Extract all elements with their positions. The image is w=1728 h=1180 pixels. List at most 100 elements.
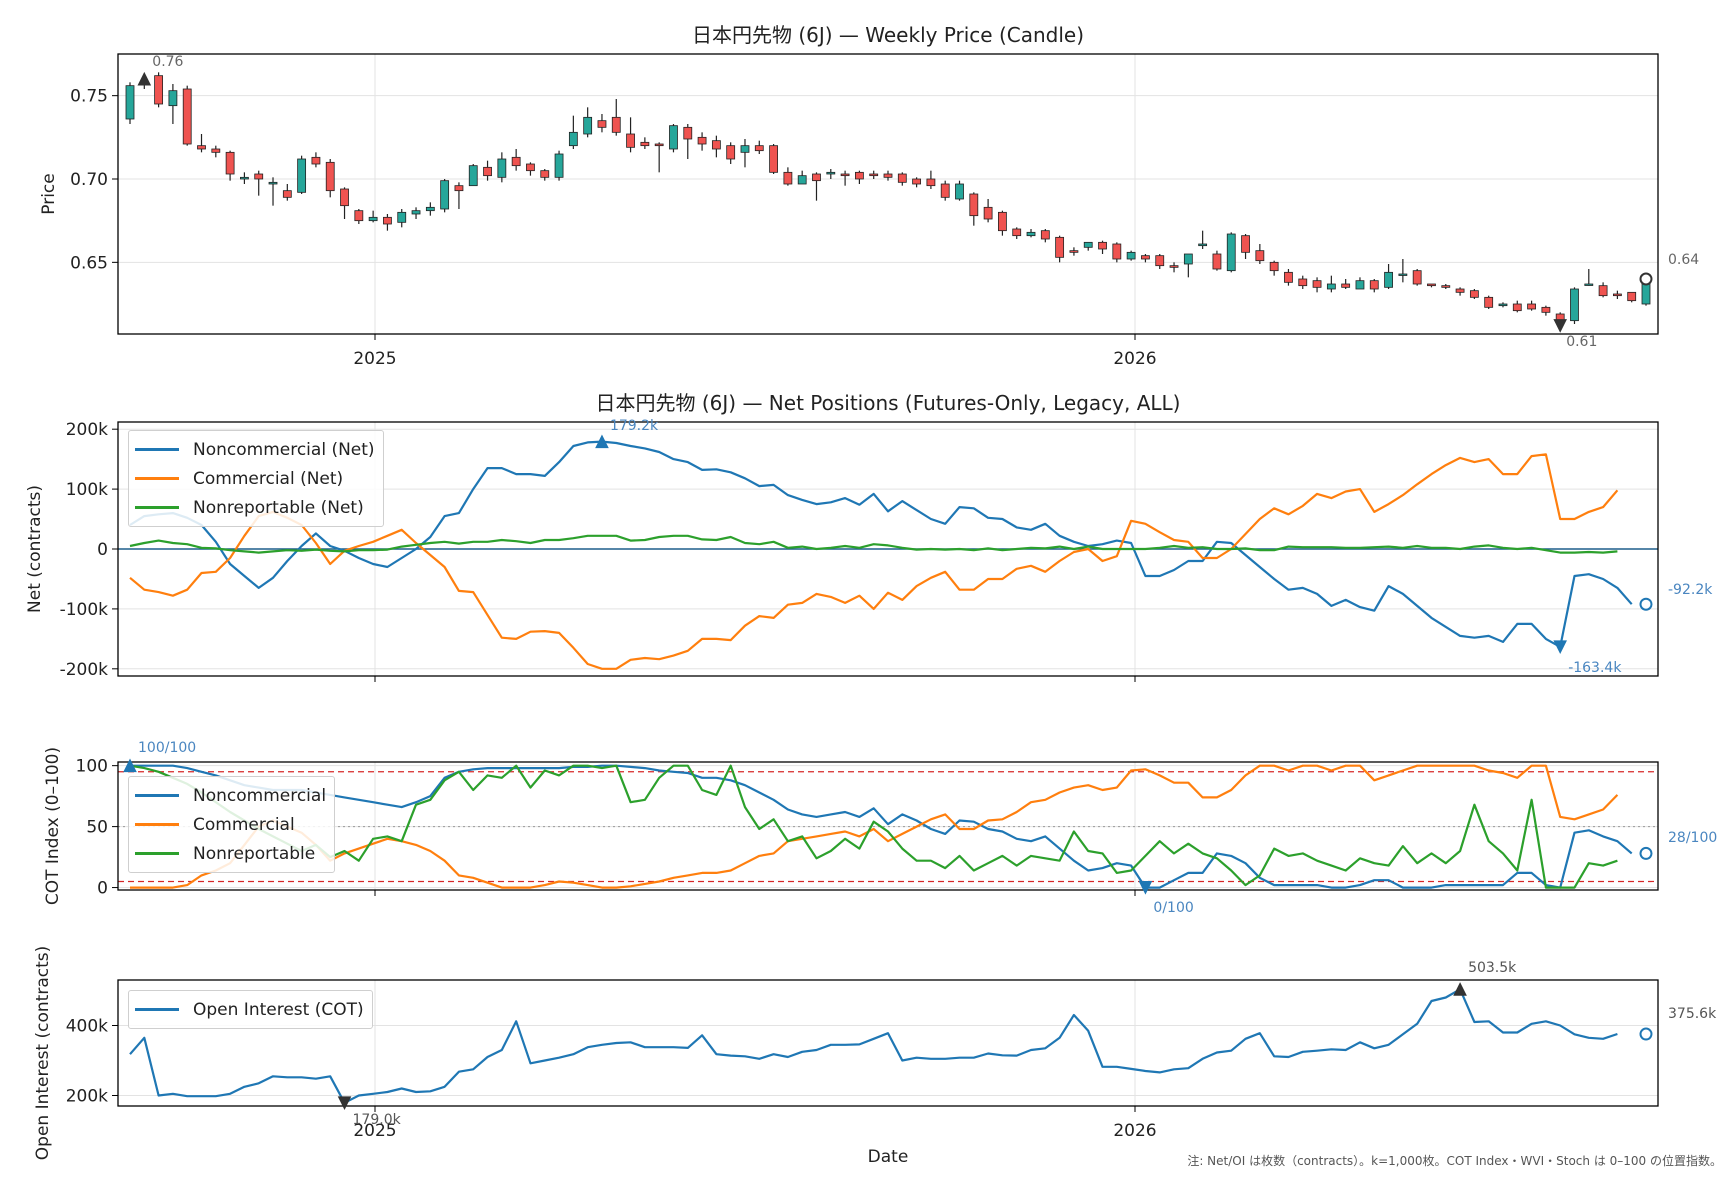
candle-body	[683, 126, 693, 140]
candle-body	[1312, 280, 1322, 288]
candle-body	[611, 116, 621, 133]
y-tick-label: 100	[76, 757, 108, 777]
candle-body	[1241, 235, 1250, 253]
candle-body	[425, 206, 435, 212]
candle-body	[1598, 285, 1608, 297]
candle-body	[955, 183, 964, 200]
legend-swatch	[135, 794, 179, 797]
y-tick-label: 200k	[66, 1087, 108, 1107]
candle-body	[1141, 255, 1150, 260]
y-tick-label: 400k	[66, 1017, 108, 1037]
candle-body	[282, 190, 292, 198]
y-tick-label: 0.65	[70, 253, 108, 273]
price-low-label: 0.61	[1566, 334, 1597, 350]
candle-body	[854, 171, 864, 180]
candle-body	[940, 183, 950, 198]
candle-body	[1498, 303, 1508, 307]
candle-body	[1484, 296, 1494, 308]
oi-min-marker	[337, 1096, 352, 1110]
legend-item-commercial: Commercial	[135, 810, 326, 839]
candle-body	[1412, 270, 1422, 285]
cot-y-axis-label: COT Index (0–100)	[43, 747, 63, 905]
candle-body	[926, 178, 936, 187]
candle-body	[411, 210, 421, 215]
cot-index-legend: Noncommercial Commercial Nonreportable	[128, 776, 336, 873]
cot-min-label: 0/100	[1153, 900, 1193, 916]
candle-body	[311, 156, 321, 165]
y-tick-label: -200k	[60, 660, 109, 680]
oi-min-label: 179.0k	[353, 1112, 402, 1128]
candle-body	[1527, 303, 1536, 310]
net-series-line-commercial	[129, 453, 1619, 670]
x-tick-label: 2026	[1113, 1121, 1156, 1141]
price-high-marker	[137, 71, 152, 86]
candle-body	[797, 175, 807, 185]
x-tick-label: 2025	[353, 349, 396, 369]
candle-body	[1298, 278, 1308, 287]
price-axes-frame	[117, 53, 1659, 335]
candle-body	[354, 210, 364, 222]
candle-body	[1455, 288, 1465, 293]
candle-body	[1541, 306, 1551, 313]
candle-body	[1469, 290, 1479, 298]
candle-body	[1198, 243, 1208, 247]
cot-max-label: 100/100	[138, 740, 196, 756]
candle-body	[297, 158, 307, 193]
candle-body	[983, 206, 993, 220]
candle-body	[1083, 241, 1093, 248]
x-tick-label: 2026	[1113, 349, 1156, 369]
price-last-label: 0.64	[1668, 252, 1699, 268]
candle-body	[1098, 241, 1107, 250]
legend-item-noncommercial: Noncommercial	[135, 781, 326, 810]
candle-body	[1026, 231, 1036, 237]
candle-body	[1341, 283, 1351, 288]
candle-body	[840, 173, 850, 177]
net-min-label: -163.4k	[1568, 660, 1622, 676]
candle-body	[1012, 228, 1022, 237]
candle-body	[511, 156, 521, 167]
candle-body	[340, 188, 349, 207]
y-tick-label: 0	[97, 540, 108, 560]
legend-label: Nonreportable (Net)	[193, 497, 364, 518]
candle-body	[1584, 283, 1594, 286]
candle-body	[897, 173, 907, 183]
legend-item-open-interest: Open Interest (COT)	[135, 995, 364, 1024]
candle-body	[468, 165, 478, 187]
candle-body	[1183, 253, 1193, 265]
net-min-marker	[1553, 640, 1567, 655]
candle-body	[1512, 303, 1522, 312]
oi-y-axis-label: Open Interest (contracts)	[33, 946, 53, 1160]
candle-body	[583, 116, 593, 135]
y-tick-label: 200k	[66, 420, 108, 440]
candle-body	[168, 90, 178, 107]
candle-body	[654, 143, 664, 147]
cot-axes-frame	[117, 761, 1659, 891]
legend-label: Open Interest (COT)	[193, 999, 364, 1020]
candle-body	[1226, 233, 1236, 272]
candle-body	[1612, 293, 1622, 297]
net-chart-title: 日本円先物 (6J) — Net Positions (Futures-Only…	[596, 391, 1181, 415]
legend-label: Noncommercial	[193, 785, 327, 806]
candle-body	[225, 151, 235, 175]
legend-item-noncommercial-net: Noncommercial (Net)	[135, 435, 375, 464]
y-tick-label: 100k	[66, 480, 108, 500]
candle-body	[211, 148, 221, 153]
candle-body	[912, 178, 922, 185]
candle-body	[368, 216, 378, 222]
price-last-marker	[1639, 272, 1653, 286]
legend-swatch	[135, 448, 179, 451]
candle-body	[1355, 280, 1365, 290]
candle-body	[711, 140, 721, 150]
y-tick-label: 0.75	[70, 87, 108, 107]
candle-body	[1398, 273, 1408, 276]
cot-series-line-commercial	[130, 764, 1619, 889]
oi-max-marker	[1453, 982, 1467, 996]
candle-body	[240, 176, 249, 180]
candle-body	[1384, 271, 1393, 288]
candle-body	[769, 145, 778, 173]
legend-swatch	[135, 506, 179, 509]
candle-body	[197, 145, 206, 150]
candle-body	[1155, 255, 1165, 267]
candle-body	[1269, 261, 1279, 272]
candle-body	[182, 88, 192, 145]
